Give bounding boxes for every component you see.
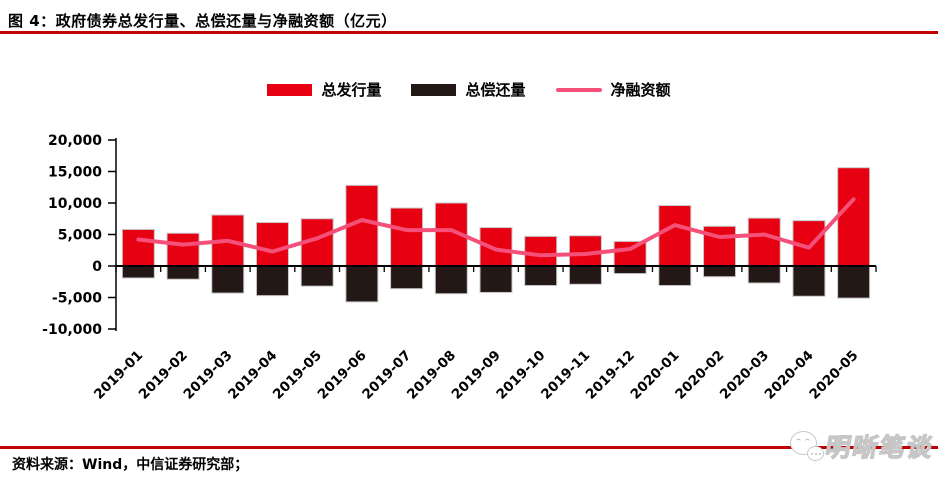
bar-repayment (345, 265, 379, 303)
bar-issuance (121, 228, 155, 267)
watermark: 明晰笔谈 (789, 427, 937, 465)
legend-label-repayment: 总偿还量 (465, 81, 526, 99)
bar-issuance (166, 232, 200, 267)
source-note: 资料来源：Wind，中信证券研究部； (12, 457, 249, 473)
bar-issuance (390, 207, 424, 267)
net-financing-line (136, 197, 856, 258)
bar-repayment (121, 265, 155, 279)
bar-repayment (390, 265, 424, 290)
legend-swatch-net-financing-icon (555, 87, 602, 92)
legend-label-net-financing: 净融资额 (610, 81, 671, 99)
bar-repayment (166, 265, 200, 280)
title-rule (0, 31, 938, 34)
bar-repayment (792, 265, 826, 297)
bar-issuance (524, 235, 558, 267)
wechat-chat-bubbles-icon (789, 427, 826, 465)
chart-legend: 总发行量 总偿还量 净融资额 (0, 79, 938, 100)
chat-bubble-large-icon (789, 431, 817, 455)
bar-repayment (211, 265, 245, 294)
footer-rule (0, 446, 938, 449)
bar-repayment (524, 265, 558, 287)
bar-issuance (255, 222, 289, 267)
bar-repayment (747, 265, 781, 284)
y-tick-label: 20,000 (48, 133, 102, 149)
legend-item-repayment: 总偿还量 (411, 79, 526, 100)
y-tick-label: -5,000 (52, 291, 102, 307)
bar-repayment (613, 265, 647, 275)
bar-repayment (434, 265, 468, 295)
legend-label-issuance: 总发行量 (321, 81, 382, 99)
y-tick-label: 0 (92, 259, 102, 275)
bar-issuance (747, 217, 781, 267)
y-tick-label: 10,000 (48, 196, 102, 212)
bar-repayment (703, 265, 737, 278)
bar-repayment (837, 265, 871, 299)
y-tick-label: -10,000 (42, 322, 102, 338)
y-tick-label: 15,000 (48, 165, 102, 181)
bar-repayment (568, 265, 602, 285)
chat-bubble-small-icon (806, 446, 824, 461)
bar-issuance (837, 167, 871, 267)
legend-item-issuance: 总发行量 (267, 79, 381, 100)
x-tick-label: 2020-05 (806, 348, 861, 403)
legend-item-net-financing: 净融资额 (555, 79, 671, 100)
legend-swatch-repayment-icon (411, 83, 457, 96)
figure-title: 图 4：政府债券总发行量、总偿还量与净融资额（亿元） (8, 12, 397, 30)
bar-repayment (658, 265, 692, 287)
legend-swatch-issuance-icon (267, 83, 313, 96)
bar-issuance (658, 205, 692, 267)
bar-repayment (300, 265, 334, 287)
y-tick-label: 5,000 (58, 228, 103, 244)
watermark-text: 明晰笔谈 (823, 432, 937, 462)
bar-repayment (255, 265, 289, 297)
bar-repayment (479, 265, 513, 293)
